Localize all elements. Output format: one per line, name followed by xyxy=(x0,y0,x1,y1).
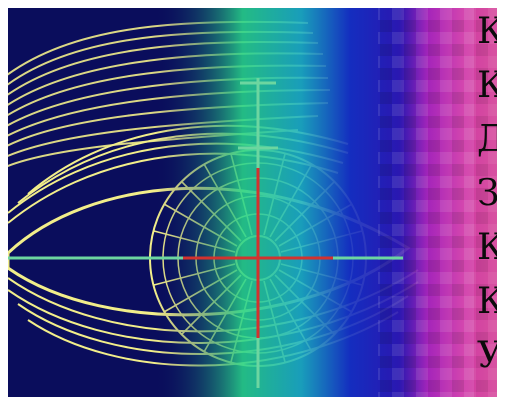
letter-5: К xyxy=(477,227,497,268)
letter-column: К К Д З К К У xyxy=(475,12,497,392)
letter-6: К xyxy=(477,281,497,322)
eye-illustration xyxy=(8,8,497,397)
letter-4: З xyxy=(477,173,497,214)
letter-7: У xyxy=(477,335,497,376)
letter-1: К xyxy=(477,11,497,52)
pixel-mosaic xyxy=(378,8,497,397)
letter-2: К xyxy=(477,65,497,106)
crosshair xyxy=(8,78,403,388)
letter-3: Д xyxy=(477,119,497,160)
image-frame: К К Д З К К У xyxy=(8,8,497,397)
